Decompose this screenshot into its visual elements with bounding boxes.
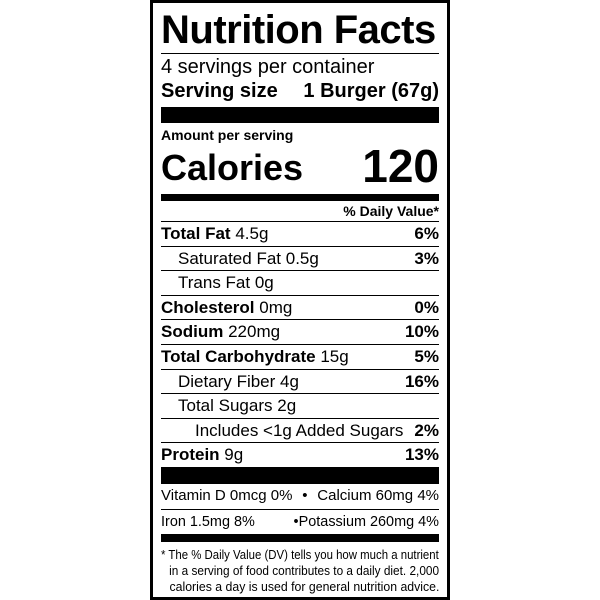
nutrient-row-sodium: Sodium 220mg 10% [161, 319, 439, 344]
nutrient-dv: 16% [404, 371, 439, 391]
footnote-line: * The % Daily Value (DV) tells you how m… [161, 546, 439, 562]
amount-per-serving: Amount per serving [161, 127, 294, 143]
nutrient-row-saturated-fat: Saturated Fat 0.5g 3% [161, 245, 439, 271]
nutrient-amount: 220mg [228, 322, 281, 342]
nutrient-amount: 4.5g [235, 224, 269, 243]
thick-divider [161, 466, 439, 484]
serving-size: Serving size 1 Burger (67g) [161, 79, 439, 104]
calories-value: 120 [362, 140, 439, 192]
nutrient-amount: 0mg [259, 297, 293, 317]
nutrient-row-total-carbohydrate: Total Carbohydrate 15g 5% [161, 343, 439, 369]
vitamin-right: Calcium 60mg 4% [317, 486, 439, 504]
nutrition-facts-label: Nutrition Facts 4 servings per container… [150, 0, 450, 600]
nutrient-name: Protein [161, 445, 220, 465]
nutrient-dv: 5% [414, 346, 439, 366]
nutrient-amount: 15g [320, 346, 349, 366]
nutrient-name: Total Carbohydrate [161, 346, 316, 366]
nutrient-amount: 0.5g [285, 248, 319, 268]
nutrient-name: Saturated Fat [178, 248, 282, 268]
footnote: * The % Daily Value (DV) tells you how m… [161, 547, 439, 595]
nutrient-row-dietary-fiber: Dietary Fiber 4g 16% [161, 368, 439, 394]
vitamin-row-content: Vitamin D 0mcg 0% • Calcium 60mg 4% [161, 484, 439, 508]
calories-label: Calories [161, 147, 304, 188]
nutrient-dv: 10% [404, 322, 439, 342]
bullet: • [302, 486, 308, 504]
footnote-line: in a serving of food contributes to a da… [169, 562, 440, 578]
nutrient-amount: 2g [277, 396, 297, 416]
nutrient-name: Total Sugars [178, 396, 273, 416]
nutrient-amount: 0g [254, 273, 274, 293]
nutrient-row-total-sugars: Total Sugars 2g [161, 393, 439, 418]
medium-divider [161, 194, 439, 201]
nutrient-name: Dietary Fiber [178, 371, 276, 391]
nutrient-row-trans-fat: Trans Fat 0g [161, 270, 439, 295]
vitamin-row: Vitamin D 0mcg 0% • Calcium 60mg 4% [161, 484, 439, 509]
footnote-line: calories a day is used for general nutri… [169, 578, 440, 594]
vitamin-row: Iron 1.5mg 8% • Potassium 260mg 4% [161, 508, 439, 534]
calories-row: Calories 120 [161, 143, 439, 189]
vitamin-left: Iron 1.5mg 8% [161, 512, 255, 530]
vitamin-left: Vitamin D 0mcg 0% [161, 486, 293, 504]
vitamin-right: Potassium 260mg 4% [298, 512, 439, 530]
nutrient-name: Total Fat [161, 224, 231, 243]
nutrient-amount: 4g [280, 371, 299, 391]
nutrient-dv: 13% [404, 445, 439, 465]
nutrient-dv: 3% [414, 248, 439, 268]
nutrient-row-cholesterol: Cholesterol 0mg 0% [161, 294, 439, 320]
nutrient-name: Includes <1g Added Sugars [195, 420, 404, 440]
nutrient-name: Trans Fat [178, 273, 251, 293]
label-title: Nutrition Facts [161, 8, 436, 52]
medium-divider [161, 533, 439, 542]
nutrient-dv: 0% [414, 297, 439, 317]
nutrient-dv: 2% [414, 420, 439, 440]
nutrient-dv: 6% [414, 224, 439, 243]
thick-divider [161, 107, 439, 123]
nutrient-name: Sodium [161, 322, 224, 342]
divider [161, 53, 439, 54]
bullet: • [293, 512, 299, 530]
nutrient-amount: 9g [224, 445, 244, 465]
nutrient-row-protein: Protein 9g 13% [161, 442, 439, 467]
vitamin-row-content: Iron 1.5mg 8% • Potassium 260mg 4% [161, 510, 439, 534]
nutrient-row-total-fat: Total Fat 4.5g 6% [161, 221, 439, 246]
nutrient-name: Cholesterol [161, 297, 255, 317]
servings-per-container: 4 servings per container [161, 56, 375, 78]
serving-size-label: Serving size [161, 80, 278, 102]
serving-size-value: 1 Burger (67g) [303, 80, 439, 102]
nutrient-row-added-sugars: Includes <1g Added Sugars 2% [161, 417, 439, 443]
daily-value-header: % Daily Value* [343, 203, 439, 219]
